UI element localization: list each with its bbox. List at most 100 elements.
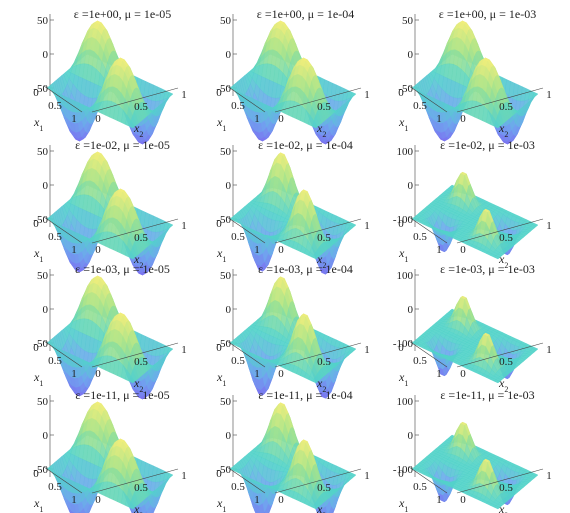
z-tick-label: -50 (398, 83, 413, 95)
z-tick-label: 100 (397, 270, 414, 282)
x1-tick-label: 0.5 (231, 355, 245, 367)
x1-tick-label: 1 (71, 368, 77, 380)
x1-tick-label: 0.5 (231, 231, 245, 243)
x2-tick-label: 0.5 (134, 101, 148, 113)
x1-tick-label: 0 (216, 342, 222, 354)
panel-title: ε =1e+00, μ = 1e-04 (257, 7, 354, 21)
x2-tick-label: 0.5 (499, 356, 513, 368)
x2-tick-label: 1 (364, 344, 370, 356)
surface-cell (128, 120, 136, 129)
z-tick-label: 50 (220, 146, 232, 158)
x2-tick-label: 0.5 (499, 101, 513, 113)
z-tick-label: 0 (408, 180, 414, 192)
x1-tick-label: 0 (33, 87, 39, 99)
x2-tick-label: 0 (278, 244, 284, 256)
x2-tick-label: 0 (278, 113, 284, 125)
x2-tick-label: 1 (546, 89, 552, 101)
x1-axis-line (43, 85, 83, 113)
z-tick-label: 0 (43, 180, 49, 192)
x1-tick-label: 0 (398, 87, 404, 99)
x1-tick-label: 1 (436, 244, 442, 256)
x2-tick-label: 0.5 (317, 232, 331, 244)
panel-title: ε =1e+00, μ = 1e-03 (439, 7, 536, 21)
x1-tick-label: 1 (436, 368, 442, 380)
x1-tick-label: 0.5 (48, 100, 62, 112)
x1-tick-label: 0 (33, 218, 39, 230)
z-tick-label: 50 (37, 270, 49, 282)
x2-tick-label: 0.5 (317, 101, 331, 113)
x1-tick-label: 0.5 (48, 231, 62, 243)
x2-tick-label: 0 (460, 368, 466, 380)
z-tick-label: 0 (226, 49, 232, 61)
x2-tick-label: 0.5 (499, 232, 513, 244)
x2-tick-label: 1 (181, 220, 187, 232)
x2-tick-label: 0 (95, 244, 101, 256)
x2-tick-label: 0.5 (317, 356, 331, 368)
surface-cell (311, 120, 319, 129)
x2-tick-label: 1 (364, 89, 370, 101)
x1-axis-label: x1 (216, 246, 226, 264)
z-tick-label: 0 (408, 49, 414, 61)
x2-tick-label: 1 (364, 220, 370, 232)
x1-axis-line (226, 85, 266, 113)
panel-title: ε =1e-02, μ = 1e-05 (75, 138, 170, 152)
x2-tick-label: 0 (95, 113, 101, 125)
x1-tick-label: 0.5 (413, 355, 427, 367)
x2-tick-label: 0 (460, 244, 466, 256)
x2-tick-label: 0 (278, 368, 284, 380)
z-tick-label: 0 (226, 304, 232, 316)
x1-tick-label: 1 (254, 368, 260, 380)
x1-axis-label: x1 (216, 370, 226, 388)
x1-axis-label: x1 (398, 115, 408, 133)
x1-tick-label: 1 (71, 244, 77, 256)
panel-title: ε =1e-02, μ = 1e-04 (258, 138, 353, 152)
panel-title: ε =1e-03, μ = 1e-03 (440, 262, 535, 276)
x2-axis-label: x2 (316, 121, 326, 139)
x2-tick-label: 1 (181, 89, 187, 101)
x2-axis-line (274, 87, 362, 113)
z-tick-label: 50 (402, 15, 414, 27)
x1-tick-label: 0 (398, 342, 404, 354)
x2-tick-label: 0 (95, 368, 101, 380)
x2-axis-line (91, 87, 179, 113)
x1-tick-label: 0.5 (231, 100, 245, 112)
z-tick-label: 50 (37, 396, 49, 408)
z-tick-label: 0 (43, 304, 49, 316)
x1-axis-label: x1 (33, 115, 43, 133)
z-tick-label: 0 (408, 304, 414, 316)
z-tick-label: 0 (226, 180, 232, 192)
panel-title: ε =1e+00, μ = 1e-05 (74, 7, 171, 21)
x1-tick-label: 0 (33, 342, 39, 354)
panel-title: ε =1e-02, μ = 1e-03 (440, 138, 535, 152)
z-tick-label: 50 (220, 270, 232, 282)
x1-tick-label: 1 (71, 113, 77, 125)
panel-title: ε =1e-11, μ = 1e-05 (75, 388, 169, 402)
x1-tick-label: 1 (254, 244, 260, 256)
x1-tick-label: 0 (398, 218, 404, 230)
x1-axis-label: x1 (33, 246, 43, 264)
z-tick-label: -50 (33, 83, 48, 95)
x2-tick-label: 0.5 (134, 232, 148, 244)
x2-axis-label: x2 (133, 121, 143, 139)
z-tick-label: 50 (37, 15, 49, 27)
panel-title: ε =1e-03, μ = 1e-05 (75, 262, 170, 276)
x2-tick-label: 1 (546, 344, 552, 356)
x1-tick-label: 0 (216, 218, 222, 230)
x1-axis-label: x1 (33, 370, 43, 388)
x1-axis-label: x1 (398, 370, 408, 388)
x2-tick-label: 0.5 (134, 356, 148, 368)
x1-axis-label: x1 (398, 246, 408, 264)
z-tick-label: 0 (43, 49, 49, 61)
z-tick-label: 100 (397, 146, 414, 158)
x1-tick-label: 1 (254, 113, 260, 125)
x1-tick-label: 0 (216, 87, 222, 99)
